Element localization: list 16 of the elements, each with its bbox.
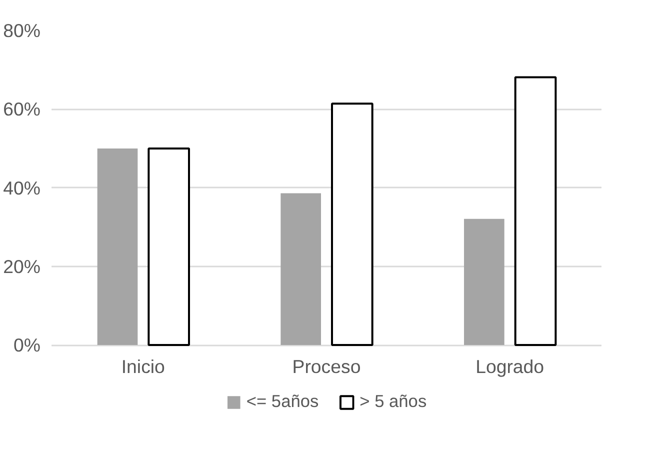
x-tick-label: Proceso: [292, 356, 361, 378]
bar: [148, 147, 190, 346]
y-tick-label: 40%: [3, 177, 41, 198]
bar: [331, 102, 374, 346]
bar: [280, 193, 321, 346]
x-tick-label: Logrado: [476, 356, 544, 378]
y-tick-label: 20%: [3, 256, 41, 277]
y-tick-label: 80%: [3, 20, 41, 41]
legend-label: <= 5años: [246, 391, 319, 412]
x-tick-label: Inicio: [121, 356, 165, 378]
bar: [464, 218, 504, 346]
y-tick-label: 0%: [14, 334, 41, 356]
bar: [514, 76, 557, 346]
legend-label: > 5 años: [360, 391, 427, 412]
y-tick-label: 60%: [3, 98, 41, 120]
bar: [97, 148, 138, 346]
